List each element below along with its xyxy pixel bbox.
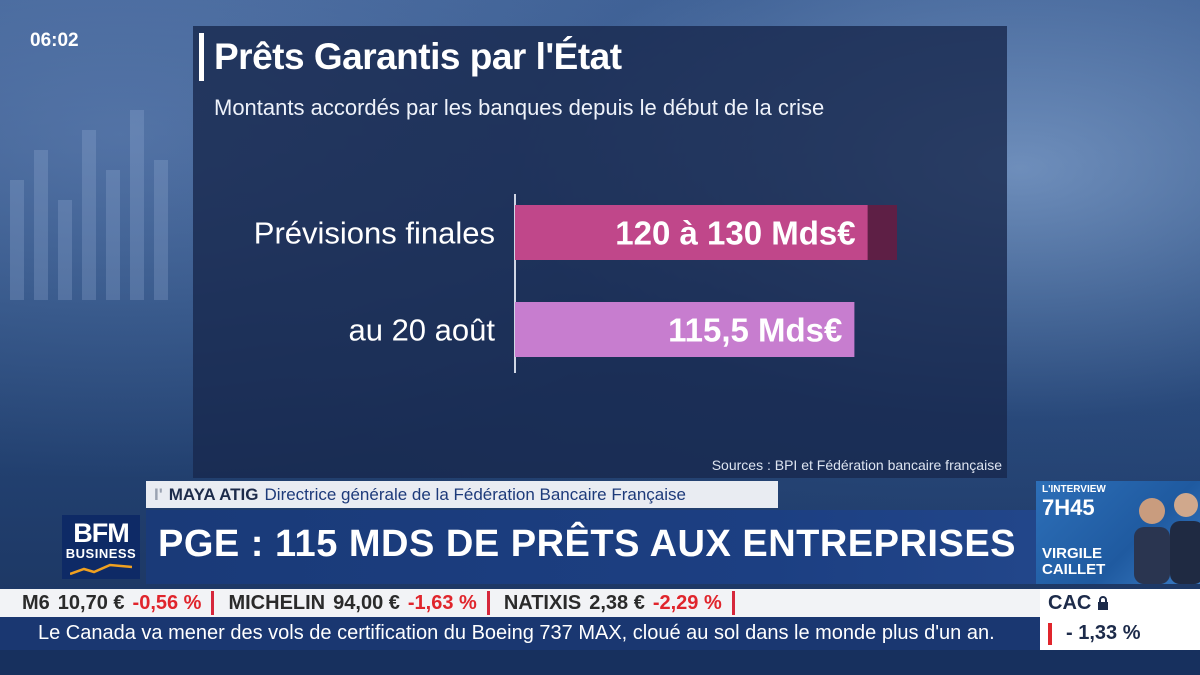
- interview-time: 7H45: [1042, 495, 1095, 520]
- bottom-band: [0, 650, 1200, 675]
- ticker-stock-change: -0,56 %: [132, 591, 202, 614]
- ticker-separator: [211, 591, 215, 615]
- ticker-stock-change: -1,63 %: [407, 591, 477, 614]
- ticker-separator: [731, 591, 735, 615]
- chart-source: Sources : BPI et Fédération bancaire fra…: [711, 457, 1002, 473]
- index-change-box: - 1,33 %: [1040, 617, 1200, 650]
- speaker-name: MAYA ATIG: [168, 484, 259, 504]
- ticker-stock-change: -2,29 %: [652, 591, 722, 614]
- bar-chart: 120 à 130 Mds€ Prévisions finales 115,5 Md…: [254, 194, 897, 373]
- logo-top-text: BFM: [73, 518, 129, 548]
- index-change-marker: [1048, 622, 1052, 645]
- ticker-stock-price: 10,70 €: [57, 591, 125, 614]
- lock-icon: [1098, 596, 1109, 610]
- logo-swoosh-icon: [70, 563, 132, 575]
- speaker-role: Directrice générale de la Fédération Ban…: [264, 484, 686, 504]
- chart-title: Prêts Garantis par l'État: [214, 36, 622, 77]
- news-ticker: Le Canada va mener des vols de certifica…: [0, 617, 1040, 650]
- interview-label: L'INTERVIEW: [1042, 484, 1106, 495]
- bar-2: [515, 302, 855, 357]
- interview-promo: L'INTERVIEW 7H45 VIRGILE CAILLET: [1036, 481, 1200, 584]
- title-accent-bar: [199, 33, 204, 81]
- category-label: Prévisions finales: [254, 216, 495, 251]
- interview-guests-photo: [1134, 493, 1200, 584]
- interview-guest-first: VIRGILE: [1042, 545, 1103, 562]
- ticker-stock-name: NATIXIS: [503, 591, 582, 614]
- ticker-item: M6 10,70 € -0,56 %: [22, 592, 201, 615]
- headline-strip: [146, 510, 1036, 584]
- clock: 06:02: [30, 30, 79, 51]
- bar-value-label: 115,5 Mds€: [668, 312, 842, 349]
- speaker-strip: I' MAYA ATIG Directrice générale de la F…: [146, 481, 778, 508]
- headline: PGE : 115 MDS DE PRÊTS AUX ENTREPRISES: [158, 523, 1017, 565]
- bar-value-label: 120 à 130 Mds€: [615, 215, 855, 252]
- background-bars: [10, 110, 168, 300]
- speaker-mark: I': [154, 484, 163, 504]
- ticker-stock-price: 2,38 €: [589, 591, 645, 614]
- ticker-separator: [486, 591, 490, 615]
- ticker-stock-price: 94,00 €: [333, 591, 400, 614]
- index-box: CAC: [1040, 589, 1200, 617]
- bfm-business-logo: BFM BUSINESS: [62, 515, 140, 579]
- interview-guest-last: CAILLET: [1042, 561, 1106, 578]
- logo-bottom-text: BUSINESS: [65, 546, 137, 561]
- chart-subtitle: Montants accordés par les banques depuis…: [214, 95, 825, 120]
- index-name: CAC: [1048, 591, 1092, 614]
- ticker-stock-name: MICHELIN: [228, 591, 326, 614]
- bar-1: [515, 205, 868, 260]
- ticker-stock-name: M6: [22, 591, 50, 614]
- news-text: Le Canada va mener des vols de certifica…: [38, 622, 995, 644]
- stock-ticker: M6 10,70 € -0,56 % MICHELIN 94,00 € -1,63 % NA…: [0, 589, 1040, 617]
- index-change: - 1,33 %: [1066, 622, 1141, 644]
- interview-guest: VIRGILE CAILLET: [1042, 546, 1105, 578]
- ticker-item: NATIXIS 2,38 € -2,29 %: [504, 592, 722, 615]
- category-label: au 20 août: [348, 313, 495, 348]
- ticker-item: MICHELIN 94,00 € -1,63 %: [228, 592, 476, 615]
